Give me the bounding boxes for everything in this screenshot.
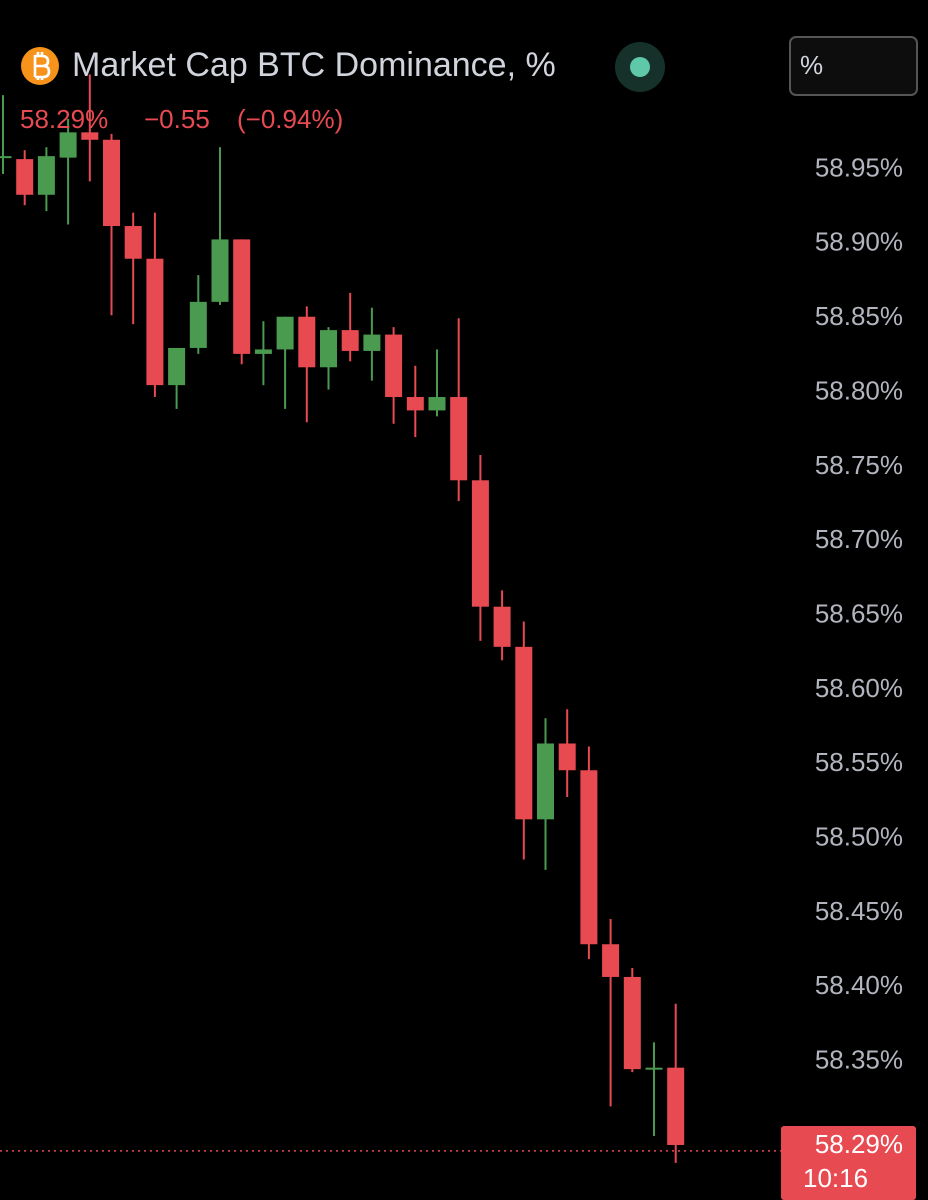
candle-body bbox=[0, 156, 12, 159]
y-tick-label: 58.80% bbox=[815, 375, 903, 405]
candle-body bbox=[168, 347, 186, 386]
btc-glyph bbox=[33, 52, 51, 80]
y-tick-label: 58.35% bbox=[815, 1045, 903, 1075]
candle-body bbox=[667, 1067, 685, 1145]
y-tick-label: 58.55% bbox=[815, 747, 903, 777]
y-tick-label: 58.95% bbox=[815, 152, 903, 182]
price-badge: 58.29% 10:16 bbox=[781, 1126, 916, 1200]
candle-body bbox=[16, 159, 34, 195]
last-price: 58.29% bbox=[20, 104, 108, 134]
candle-body bbox=[428, 397, 446, 411]
price-badge-box bbox=[781, 1126, 916, 1200]
candle-body bbox=[515, 646, 533, 820]
candle-body bbox=[189, 301, 207, 348]
y-tick-label: 58.85% bbox=[815, 301, 903, 331]
candle-body bbox=[233, 239, 251, 354]
chart-title: Market Cap BTC Dominance, % bbox=[72, 46, 556, 84]
y-tick-label: 58.65% bbox=[815, 598, 903, 628]
plot-area bbox=[0, 74, 781, 1163]
candle-body bbox=[385, 334, 403, 398]
candle-body bbox=[493, 606, 511, 647]
candle-body bbox=[363, 334, 381, 351]
candle-body bbox=[406, 397, 424, 411]
y-tick-label: 58.50% bbox=[815, 822, 903, 852]
countdown: 10:16 bbox=[803, 1163, 868, 1193]
candle-body bbox=[124, 226, 142, 259]
candle-body bbox=[623, 976, 641, 1070]
y-tick-label: 58.75% bbox=[815, 450, 903, 480]
candle-body bbox=[81, 132, 99, 140]
price-badge-label: 58.29% bbox=[815, 1129, 903, 1159]
header: Market Cap BTC Dominance, % % 58.29% −0.… bbox=[20, 36, 918, 134]
candle-body bbox=[537, 743, 554, 820]
candle-body bbox=[558, 743, 576, 771]
status-dot bbox=[630, 57, 650, 77]
candle-body bbox=[341, 330, 359, 351]
candle-body bbox=[254, 349, 272, 354]
candle-body bbox=[320, 330, 337, 368]
y-axis: 58.95% 58.90% 58.85% 58.80% 58.75% 58.70% 58.6… bbox=[815, 152, 903, 1074]
candle-body bbox=[276, 316, 294, 350]
candle-body bbox=[645, 1067, 663, 1070]
candle-body bbox=[298, 316, 316, 368]
y-tick-label: 58.60% bbox=[815, 673, 903, 703]
unit-button-label[interactable]: % bbox=[800, 50, 823, 80]
candle-body bbox=[580, 770, 598, 945]
candle-body bbox=[450, 397, 468, 481]
candle-body bbox=[103, 139, 120, 227]
y-tick-label: 58.90% bbox=[815, 227, 903, 257]
candle-body bbox=[211, 239, 229, 302]
candle-body bbox=[146, 258, 164, 386]
candle-body bbox=[602, 944, 620, 977]
candle-body bbox=[59, 132, 77, 158]
candle-body bbox=[37, 156, 55, 195]
change-percent: (−0.94%) bbox=[237, 104, 343, 134]
unit-button[interactable] bbox=[789, 36, 918, 96]
y-tick-label: 58.70% bbox=[815, 524, 903, 554]
y-tick-label: 58.45% bbox=[815, 896, 903, 926]
change: −0.55 bbox=[144, 104, 210, 134]
candle-body bbox=[471, 480, 489, 607]
y-tick-label: 58.40% bbox=[815, 970, 903, 1000]
